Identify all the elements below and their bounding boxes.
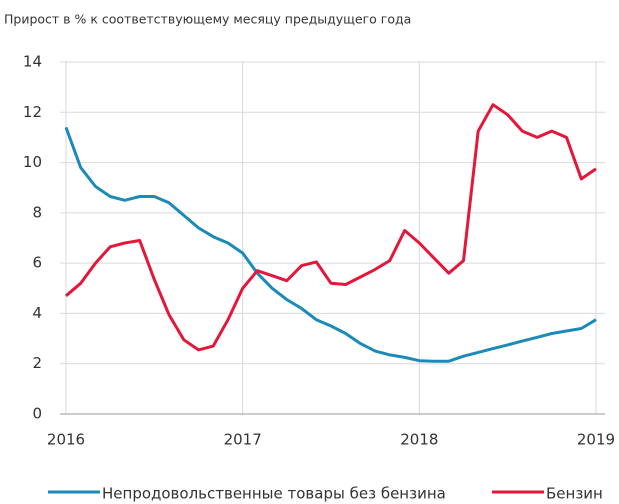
data-line: [65, 103, 597, 352]
legend-label: Бензин: [546, 485, 603, 503]
legend-label: Непродовольственные товары без бензина: [102, 485, 446, 503]
y-tick-label: 4: [32, 304, 42, 322]
y-tick-label: 12: [23, 103, 42, 121]
x-tick-label: 2018: [400, 431, 438, 449]
y-tick-label: 14: [23, 53, 42, 71]
x-tick-label: 2019: [577, 431, 615, 449]
y-tick-label: 6: [32, 254, 42, 272]
data-line: [64, 126, 597, 363]
y-tick-label: 2: [32, 354, 42, 372]
x-tick-label: 2017: [224, 431, 262, 449]
y-tick-label: 8: [32, 203, 42, 221]
chart-title: Прирост в % к соответствующему месяцу пр…: [4, 12, 411, 27]
y-tick-label: 10: [23, 153, 42, 171]
x-tick-label: 2016: [47, 431, 85, 449]
y-tick-label: 0: [32, 405, 42, 423]
